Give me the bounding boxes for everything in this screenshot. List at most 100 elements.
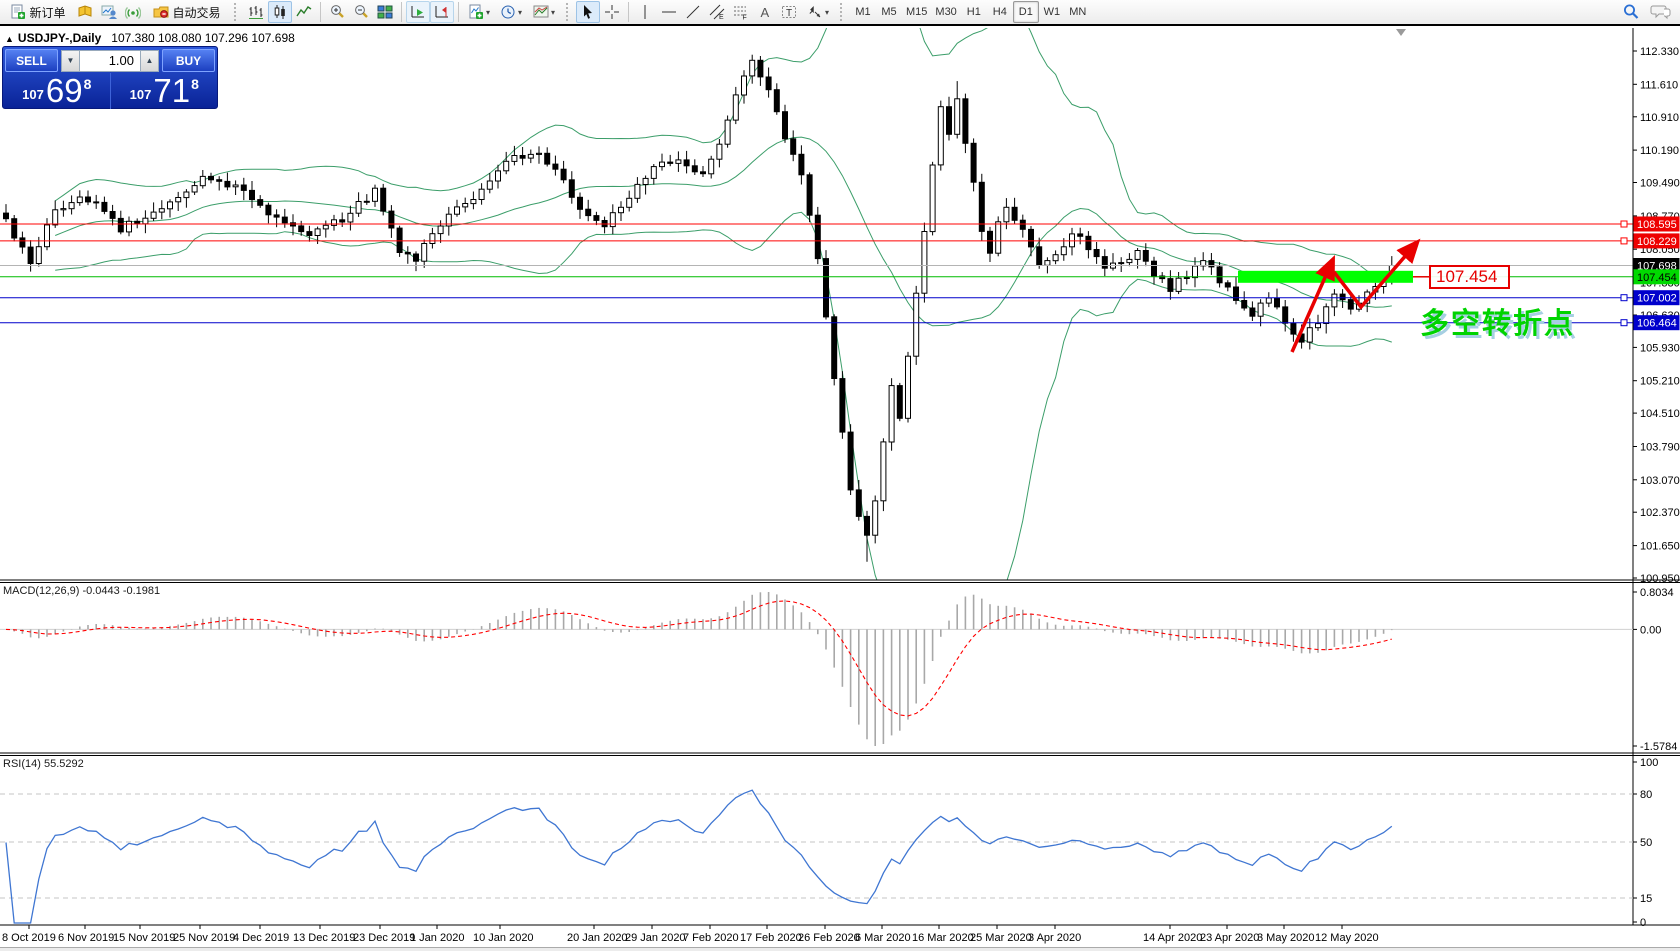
toolbar-grip [566, 3, 573, 21]
chart-shift-button[interactable] [430, 1, 454, 23]
tile-windows-button[interactable] [373, 1, 397, 23]
auto-trading-button[interactable]: 自动交易 [145, 1, 229, 23]
bid-price[interactable]: 107 69 8 [3, 73, 111, 109]
zoom-in-icon [331, 5, 344, 18]
rsi-panel: 100 80 50 15 0 [0, 757, 1658, 929]
zoom-in-button[interactable] [325, 1, 349, 23]
price-axis[interactable]: 112.330111.610110.910110.190109.490108.7… [1632, 28, 1680, 947]
timeframe-button-m30[interactable]: M30 [935, 6, 957, 18]
toolbar-separator [458, 2, 459, 22]
vertical-line-button[interactable] [633, 1, 657, 23]
auto-scroll-button[interactable] [406, 1, 430, 23]
cursor-button[interactable] [576, 1, 600, 23]
timeframe-button-h4[interactable]: H4 [992, 6, 1007, 18]
svg-text:26 Feb 2020: 26 Feb 2020 [798, 932, 860, 944]
panel-separators[interactable] [0, 579, 1680, 926]
auto-trading-label: 自动交易 [172, 5, 221, 20]
buy-button[interactable]: BUY [162, 49, 215, 72]
chevron-down-icon: ▾ [550, 7, 555, 17]
ask-pips: 71 [153, 72, 191, 109]
volume-decrease-button[interactable]: ▼ [61, 49, 80, 72]
periods-button[interactable]: ▾ [495, 1, 527, 23]
line-chart-button[interactable] [292, 1, 316, 23]
timeframe-button-w1[interactable]: W1 [1043, 6, 1061, 18]
text-button[interactable]: A [753, 1, 777, 23]
svg-text:107.454: 107.454 [1637, 272, 1677, 284]
cursor-icon [584, 5, 592, 19]
templates-button[interactable]: ▾ [527, 1, 561, 23]
search-icon[interactable] [1622, 3, 1640, 21]
timeframe-button-h1[interactable]: H1 [966, 6, 981, 18]
channel-button[interactable]: E [705, 1, 729, 23]
svg-text:6 Mar 2020: 6 Mar 2020 [855, 932, 911, 944]
toolbar-grip [840, 3, 847, 21]
svg-text:102.370: 102.370 [1640, 507, 1680, 519]
svg-text:29 Jan 2020: 29 Jan 2020 [625, 932, 686, 944]
bid-pips: 69 [45, 72, 83, 109]
line-chart-icon [296, 6, 312, 17]
svg-text:105.210: 105.210 [1640, 376, 1680, 388]
text-icon: A [761, 5, 770, 20]
volume-increase-button[interactable]: ▲ [140, 49, 159, 72]
toolbar-separator [401, 2, 402, 22]
svg-text:110.910: 110.910 [1640, 112, 1679, 124]
level-lines[interactable] [0, 220, 1633, 327]
sell-button[interactable]: SELL [5, 49, 58, 72]
timeframe-button-m1[interactable]: M1 [855, 6, 871, 18]
ask-point: 8 [191, 76, 199, 92]
trendline-icon [686, 5, 700, 19]
new-order-button[interactable]: 新订单 [3, 1, 73, 23]
window-icon: ▲ [5, 34, 14, 44]
timeframe-button-mn[interactable]: MN [1069, 6, 1087, 18]
svg-text:112.330: 112.330 [1640, 46, 1679, 58]
tile-windows-icon [377, 5, 393, 19]
macd-histogram [13, 592, 1393, 746]
svg-text:8 Oct 2019: 8 Oct 2019 [2, 932, 56, 944]
trendline-button[interactable] [681, 1, 705, 23]
svg-text:110.190: 110.190 [1640, 145, 1679, 157]
turning-point-annotation[interactable]: 多空转折点 [1420, 308, 1576, 340]
candlestick-chart-button[interactable] [268, 1, 292, 23]
indicators-button[interactable]: ▾ [463, 1, 495, 23]
zoom-out-icon [355, 5, 368, 18]
svg-text:23 Dec 2019: 23 Dec 2019 [353, 932, 415, 944]
chat-icon[interactable] [1650, 3, 1672, 21]
horizontal-line-button[interactable] [657, 1, 681, 23]
bar-chart-button[interactable] [244, 1, 268, 23]
book-icon [78, 5, 92, 17]
text-label-icon: T [782, 6, 796, 19]
market-watch-button[interactable] [97, 1, 121, 23]
price-annotation-tag[interactable]: 107.454 [1429, 265, 1510, 289]
zoom-out-button[interactable] [349, 1, 373, 23]
timeframe-button-m15[interactable]: M15 [906, 6, 928, 18]
new-order-label: 新订单 [29, 5, 66, 20]
clock-icon [501, 5, 515, 19]
fibonacci-button[interactable]: F [729, 1, 753, 23]
ask-price[interactable]: 107 71 8 [111, 73, 218, 109]
indicators-icon [469, 4, 483, 19]
volume-input[interactable]: 1.00 [80, 49, 140, 72]
signals-button[interactable] [121, 1, 145, 23]
svg-text:104.510: 104.510 [1640, 408, 1680, 420]
chart-shift-marker[interactable] [1396, 29, 1406, 36]
macd-signal-line [5, 600, 1392, 717]
annotation-arrows[interactable] [1290, 238, 1421, 353]
timeframe-button-d1[interactable]: D1 [1012, 1, 1039, 23]
svg-text:4 Dec 2019: 4 Dec 2019 [233, 932, 289, 944]
arrows-button[interactable]: ▾ [801, 1, 835, 23]
ask-big-figure: 107 [129, 87, 152, 102]
history-center-button[interactable] [73, 1, 97, 23]
svg-text:7 Feb 2020: 7 Feb 2020 [683, 932, 739, 944]
toolbar: 新订单 自动交易 [0, 0, 1680, 26]
svg-text:0.8034: 0.8034 [1640, 587, 1674, 599]
candlestick-icon [274, 5, 285, 19]
fibonacci-icon: F [734, 6, 747, 20]
rsi-line [5, 789, 1393, 924]
chart-title: ▲ USDJPY-,Daily 107.380 108.080 107.296 10… [5, 31, 295, 45]
timeframe-button-m5[interactable]: M5 [881, 6, 897, 18]
svg-text:80: 80 [1640, 789, 1652, 801]
text-label-button[interactable]: T [777, 1, 801, 23]
crosshair-button[interactable] [600, 1, 624, 23]
